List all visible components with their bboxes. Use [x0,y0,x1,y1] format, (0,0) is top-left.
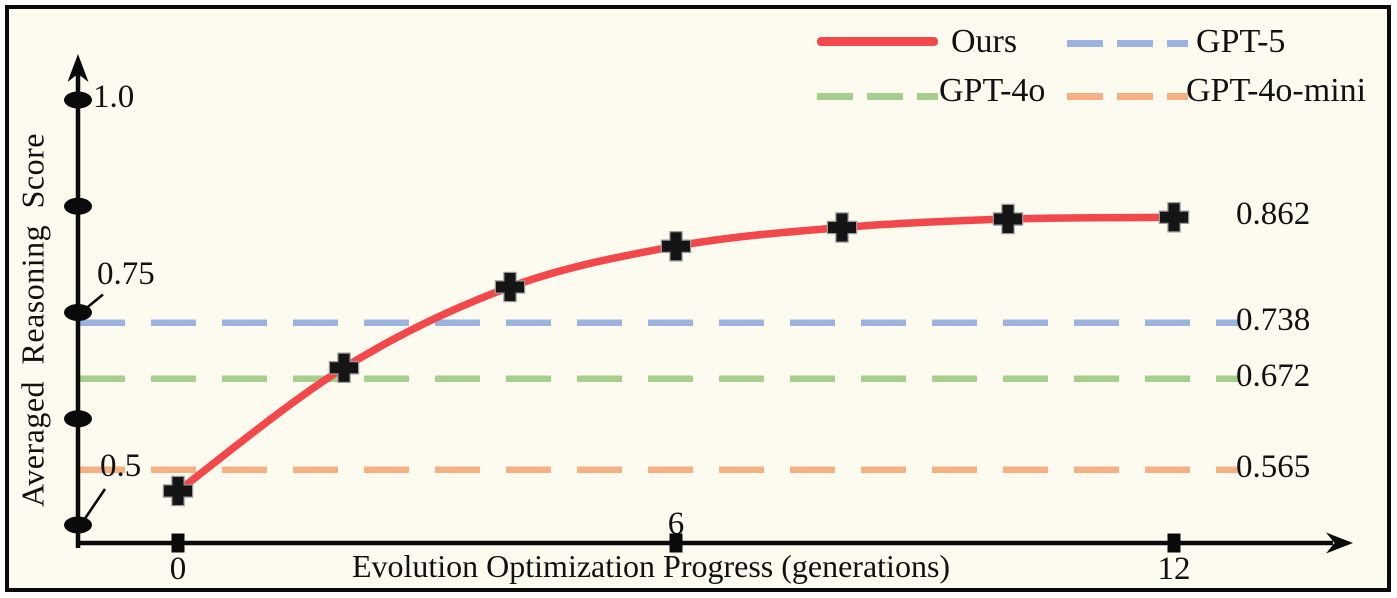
legend-label-gpt5: GPT-5 [1196,23,1286,60]
data-point-marker [162,475,194,507]
x-axis-arrowhead [1326,532,1353,554]
gpt4o-value-label: 0.672 [1236,357,1311,394]
y-tick-label-1-0: 1.0 [93,79,135,115]
legend-gpt5-line-sample [1067,40,1188,47]
x-axis-title: Evolution Optimization Progress (generat… [351,548,951,584]
x-tick-label-12: 12 [1157,551,1191,587]
data-point-marker [494,271,526,303]
y-tick-mark [64,197,92,215]
chart-frame [5,5,1391,592]
x-tick-label-6: 6 [667,506,685,542]
legend-ours-line-sample [817,37,938,46]
x-tick-mark [669,533,683,553]
data-point-marker [826,212,858,243]
legend-label-gpt4o-mini: GPT-4o-mini [1186,72,1367,109]
y-axis-title: Averaged Reasoning Score [14,133,51,507]
x-tick-mark [1167,533,1181,553]
legend-gpt4o-line-sample [817,93,938,100]
x-tick-mark [171,533,185,553]
gpt5-value-label: 0.738 [1236,301,1311,338]
legend-gpt4o-mini-line-sample [1067,93,1188,100]
data-point-marker [1158,202,1190,233]
data-point-marker [992,203,1024,235]
x-tick-label-0: 0 [169,551,187,587]
legend-label-ours: Ours [951,23,1018,60]
data-point-marker [328,352,360,383]
gpt4o-mini-value-label: 0.565 [1236,448,1311,485]
legend-label-gpt4o: GPT-4o [939,72,1046,109]
y-tick-mark [64,91,92,109]
y-tick-mark [64,410,92,428]
y-tick-label-0-5: 0.5 [100,448,142,484]
leader-line-0-75 [82,293,104,312]
y-tick-mark [64,516,92,534]
leader-line-0-5 [82,488,107,521]
data-point-marker [660,230,692,262]
y-tick-label-0-75: 0.75 [97,255,155,292]
ours-final-value-label: 0.862 [1236,196,1311,233]
y-axis-arrowhead [67,54,89,82]
